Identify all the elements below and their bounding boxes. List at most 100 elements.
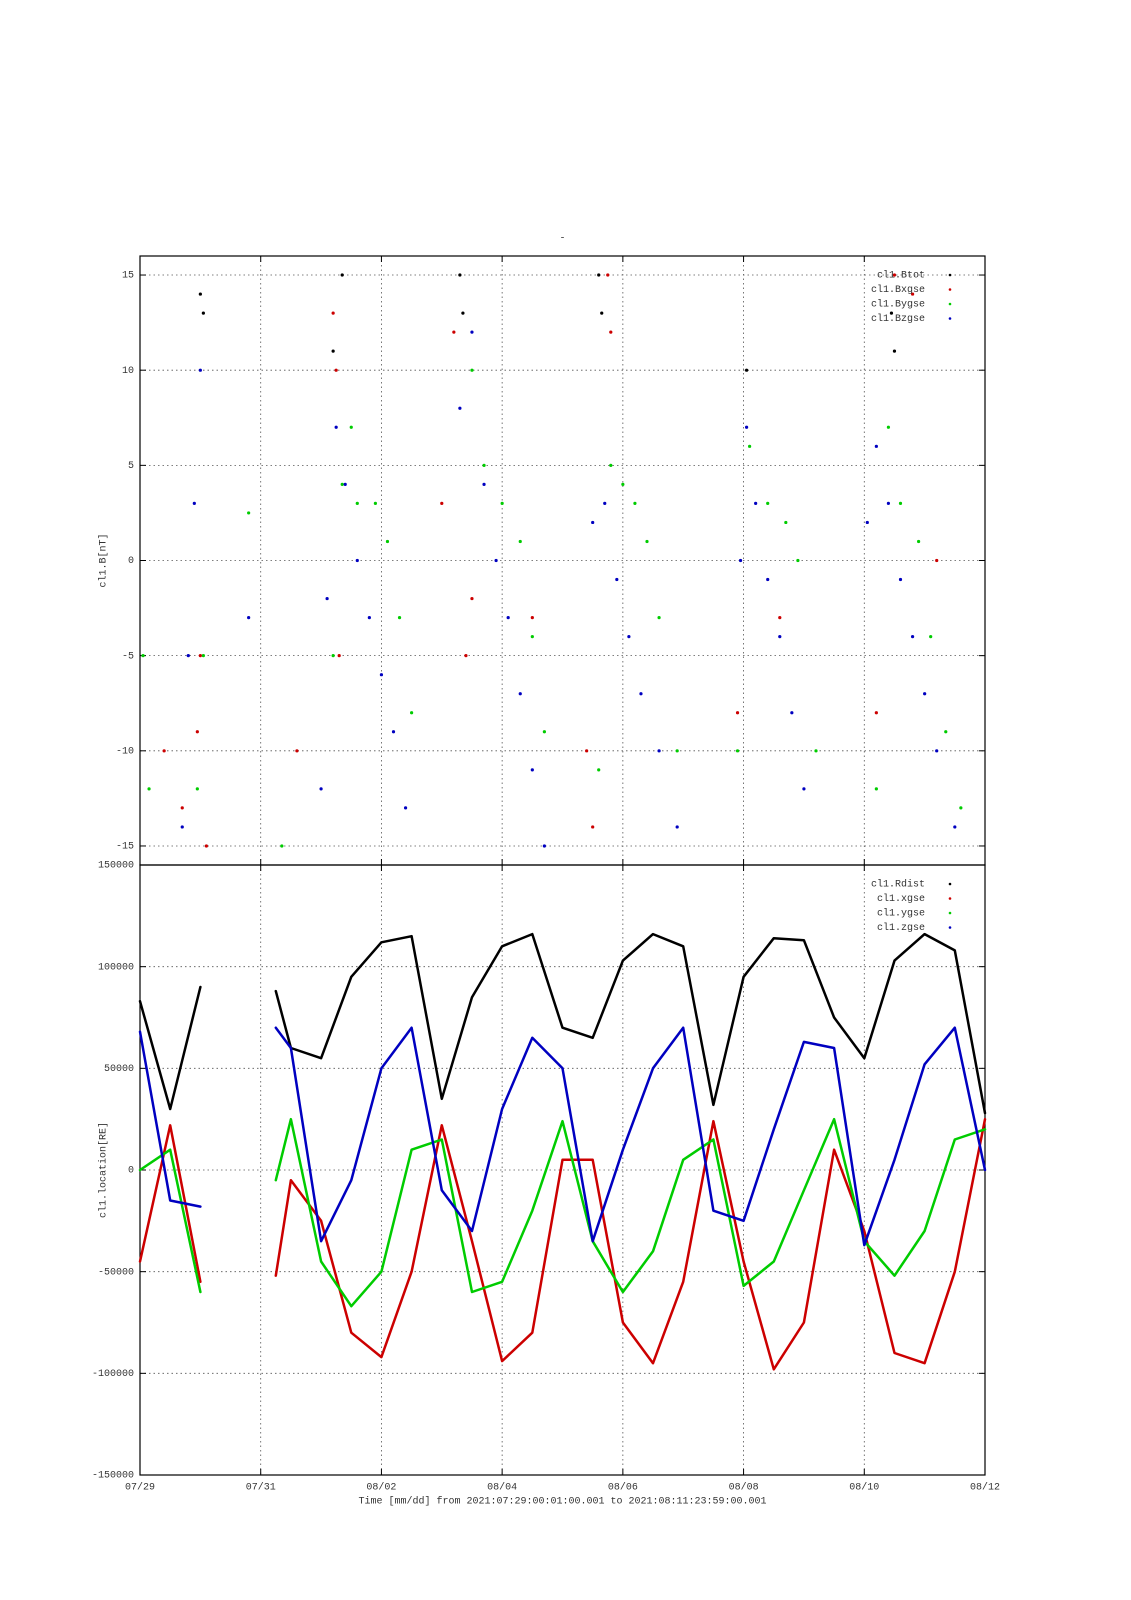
data-point xyxy=(162,749,166,753)
data-point xyxy=(198,292,202,296)
data-point xyxy=(201,311,205,315)
data-point xyxy=(494,558,498,563)
legend-label: cl1.Bygse xyxy=(871,299,925,311)
data-point xyxy=(597,768,601,772)
data-point xyxy=(766,501,770,506)
legend-marker xyxy=(948,273,952,277)
data-point xyxy=(530,615,534,620)
x-tick-label: 08/06 xyxy=(608,1482,638,1494)
data-point xyxy=(735,749,740,753)
data-point xyxy=(609,463,613,467)
series-line xyxy=(138,932,987,1115)
data-point xyxy=(591,520,595,525)
data-point xyxy=(959,806,963,810)
series-line xyxy=(138,1026,987,1247)
data-point xyxy=(633,501,637,506)
data-point xyxy=(198,654,202,658)
y-tick-label: 5 xyxy=(128,461,134,472)
data-point xyxy=(639,692,643,696)
data-point xyxy=(355,558,359,563)
data-point xyxy=(349,425,353,429)
data-point xyxy=(410,711,414,715)
data-point xyxy=(280,844,284,848)
data-point xyxy=(397,615,402,620)
data-point xyxy=(744,425,749,429)
data-point xyxy=(802,787,806,791)
data-point xyxy=(657,749,661,753)
data-point xyxy=(440,501,444,506)
legend-label: cl1.Rdist xyxy=(871,879,925,891)
y-tick-label: 100000 xyxy=(98,962,134,973)
y-tick-label: 50000 xyxy=(104,1064,134,1075)
legend-label: cl1.Btot xyxy=(877,270,925,282)
data-point xyxy=(530,768,534,772)
data-point xyxy=(944,730,948,734)
data-point xyxy=(452,330,456,334)
data-point xyxy=(461,311,465,315)
data-point xyxy=(331,349,335,353)
data-point xyxy=(748,444,752,448)
data-point xyxy=(606,273,610,277)
y-axis-label: cl1.location[RE] xyxy=(98,1122,110,1218)
data-point xyxy=(470,330,474,334)
data-point xyxy=(325,596,329,601)
x-tick-label: 08/02 xyxy=(366,1482,396,1494)
data-point xyxy=(201,654,205,658)
data-point xyxy=(295,749,299,753)
data-point xyxy=(935,749,939,753)
data-point xyxy=(889,311,894,315)
data-point xyxy=(886,425,891,429)
data-point xyxy=(865,520,869,525)
y-tick-label: -15 xyxy=(116,842,134,853)
data-point xyxy=(784,520,788,525)
data-point xyxy=(500,501,504,506)
x-tick-label: 08/12 xyxy=(970,1482,1000,1494)
data-point xyxy=(464,654,468,658)
data-point xyxy=(198,368,202,372)
data-point xyxy=(923,692,927,696)
legend-label: cl1.Bzgse xyxy=(871,313,925,325)
data-point xyxy=(470,596,474,601)
data-point xyxy=(319,787,323,791)
data-point xyxy=(735,711,740,715)
y-axis-label: cl1.B[nT] xyxy=(98,533,110,587)
data-point xyxy=(603,501,607,506)
y-tick-label: 15 xyxy=(122,271,134,282)
data-point xyxy=(935,558,939,563)
data-point xyxy=(814,749,818,753)
data-point xyxy=(621,482,625,486)
data-point xyxy=(391,730,396,734)
legend-label: cl1.Bxgse xyxy=(871,284,925,296)
data-point xyxy=(530,635,534,639)
legend-marker xyxy=(948,897,952,900)
data-point xyxy=(482,463,486,467)
data-point xyxy=(874,711,878,715)
data-point xyxy=(518,539,522,544)
data-point xyxy=(766,577,770,582)
data-point xyxy=(518,692,522,696)
data-point xyxy=(379,673,384,677)
data-point xyxy=(355,501,359,506)
y-tick-label: 10 xyxy=(122,366,134,377)
x-tick-label: 08/04 xyxy=(487,1482,517,1494)
y-tick-label: -50000 xyxy=(98,1267,134,1278)
data-point xyxy=(744,368,749,372)
data-point xyxy=(331,654,335,658)
data-point xyxy=(675,825,679,829)
data-point xyxy=(331,311,335,315)
data-point xyxy=(600,311,604,315)
data-point xyxy=(615,577,619,582)
data-point xyxy=(367,615,371,620)
data-point xyxy=(542,844,546,848)
data-point xyxy=(892,349,897,353)
data-point xyxy=(373,501,377,506)
data-point xyxy=(597,273,601,277)
data-point xyxy=(385,539,390,544)
data-point xyxy=(247,511,251,515)
x-tick-label: 07/31 xyxy=(246,1482,276,1494)
legend-marker xyxy=(948,911,952,915)
y-tick-label: -150000 xyxy=(92,1471,134,1482)
data-point xyxy=(186,654,190,658)
